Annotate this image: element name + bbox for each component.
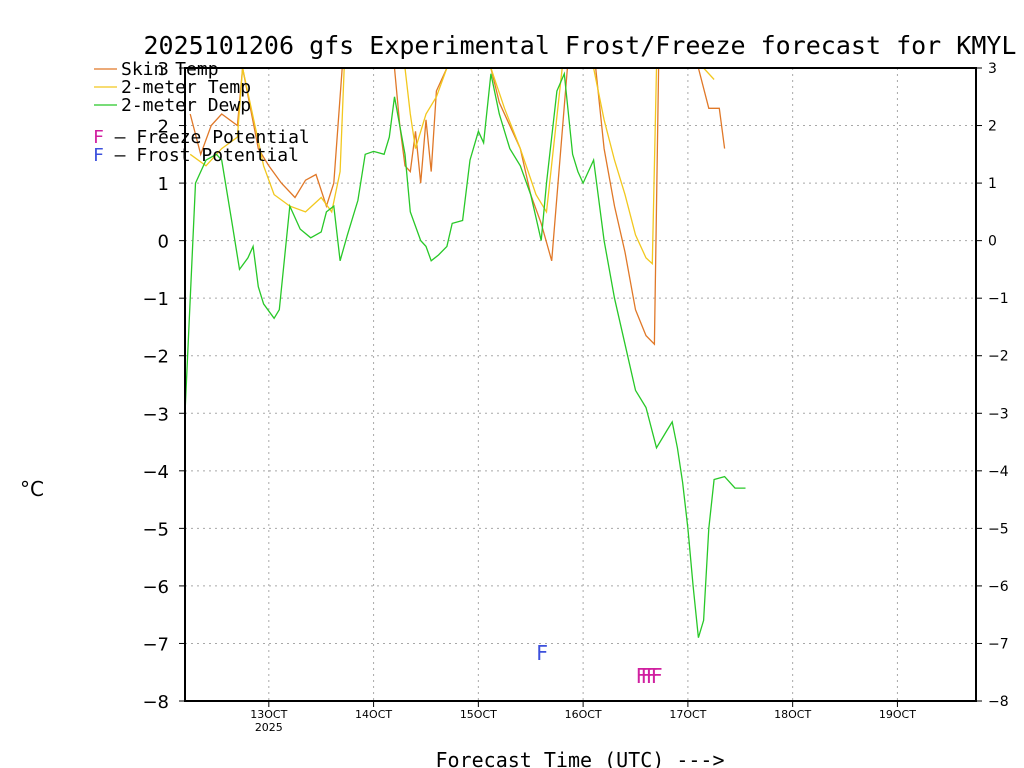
y-tick-label: 0 xyxy=(158,232,169,253)
y-tick-label-right: 2 xyxy=(988,119,997,135)
y-tick-label-right: 3 xyxy=(988,61,997,77)
x-tick-sublabel: 2025 xyxy=(255,721,283,734)
y-tick-label: −4 xyxy=(142,462,169,483)
y-axis-right: −8 −7 −6 −5 −4 −3 −2 −1 0 1 2 3 xyxy=(976,61,1009,710)
legend-potential-symbol: F xyxy=(93,145,104,166)
x-tick-label: 17OCT xyxy=(669,708,706,721)
y-tick-label-right: −8 xyxy=(988,694,1009,710)
series-line-2-meter-dewp xyxy=(185,71,746,638)
y-tick-label-right: −7 xyxy=(988,636,1009,652)
x-tick-label: 13OCT xyxy=(250,708,287,721)
legend-potential-label: – Freeze Potential xyxy=(104,127,310,148)
y-tick-label: 2 xyxy=(158,117,169,138)
series-layer xyxy=(185,68,746,638)
x-axis-label: Forecast Time (UTC) ---> xyxy=(436,748,725,768)
y-tick-label: −2 xyxy=(142,347,169,368)
legend-label: 2-meter Temp xyxy=(121,77,251,98)
y-tick-label-right: −6 xyxy=(988,579,1009,595)
chart-title: 2025101206 gfs Experimental Frost/Freeze… xyxy=(144,31,1017,60)
y-tick-label-right: −4 xyxy=(988,464,1009,480)
y-tick-label: 3 xyxy=(158,59,169,80)
x-tick-label: 19OCT xyxy=(879,708,916,721)
y-tick-label-right: −5 xyxy=(988,521,1009,537)
y-tick-label: −6 xyxy=(142,577,169,598)
legend-potential-symbol: F xyxy=(93,127,104,148)
y-tick-label-right: −3 xyxy=(988,406,1009,422)
y-tick-label: −5 xyxy=(142,519,169,540)
legend-potential-label: – Frost Potential xyxy=(104,145,299,166)
series-line-skin-temp xyxy=(189,68,726,346)
y-axis-label: °C xyxy=(20,477,44,501)
x-tick-label: 14OCT xyxy=(355,708,392,721)
x-tick-label: 18OCT xyxy=(774,708,811,721)
y-tick-label: −8 xyxy=(142,692,169,713)
y-tick-label: 1 xyxy=(158,174,169,195)
legend-potential: F – Frost Potential xyxy=(93,145,299,166)
plot-frame xyxy=(184,67,977,702)
y-tick-label-right: −1 xyxy=(988,291,1009,307)
legend-label: Skin Temp xyxy=(121,59,219,80)
y-axis-left: −8 −7 −6 −5 −4 −3 −2 −1 0 1 2 3 xyxy=(142,59,185,713)
y-tick-label: −7 xyxy=(142,634,169,655)
x-tick-label: 16OCT xyxy=(565,708,602,721)
y-tick-label: −1 xyxy=(142,289,169,310)
y-tick-label: −3 xyxy=(142,404,169,425)
grid xyxy=(185,68,976,701)
legend-potential: F – Freeze Potential xyxy=(93,127,310,148)
series-line-2-meter-temp xyxy=(189,68,715,266)
freeze-potential-marker: FFFF xyxy=(636,664,662,688)
frost-potential-marker: F xyxy=(536,641,548,665)
x-tick-label: 15OCT xyxy=(460,708,497,721)
legend-label: 2-meter Dewp xyxy=(121,95,251,116)
y-tick-label-right: 1 xyxy=(988,176,997,192)
y-tick-label-right: 0 xyxy=(988,234,997,250)
y-tick-label-right: −2 xyxy=(988,349,1009,365)
